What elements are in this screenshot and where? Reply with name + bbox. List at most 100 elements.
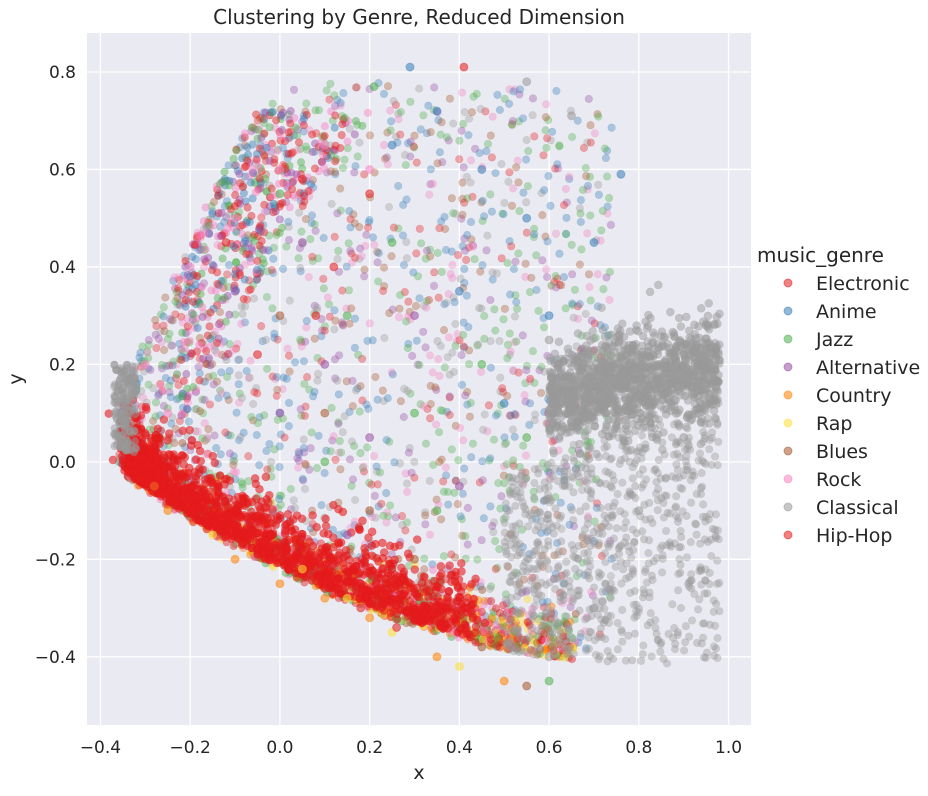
legend-marker-country <box>784 391 792 399</box>
point-rock-0 <box>141 360 149 368</box>
legend-marker-blues <box>784 447 792 455</box>
x-axis-label: x <box>413 762 424 784</box>
point-alternative-2 <box>321 360 329 368</box>
legend-marker-rap <box>784 419 792 427</box>
point-country-3 <box>321 594 329 602</box>
point-electronic-1 <box>222 239 230 247</box>
legend-label-anime: Anime <box>816 301 877 323</box>
point-hip-hop-7 <box>321 585 329 593</box>
y-tick-label: 0.4 <box>49 258 76 278</box>
point-jazz-9 <box>388 239 396 247</box>
legend-label-alternative: Alternative <box>816 357 920 379</box>
point-anime-7 <box>545 312 553 320</box>
point-classical-5 <box>635 507 643 515</box>
point-jazz-6 <box>545 677 553 685</box>
point-classical-8 <box>680 434 688 442</box>
legend-marker-electronic <box>784 279 792 287</box>
y-tick-label: 0.6 <box>49 160 76 180</box>
x-tick-label: 0.4 <box>446 738 473 758</box>
point-jazz-5 <box>523 434 531 442</box>
x-tick-label: 0.2 <box>356 738 383 758</box>
legend-label-country: Country <box>816 385 891 407</box>
legend-marker-anime <box>784 307 792 315</box>
point-jazz-3 <box>411 409 419 417</box>
point-anime-1 <box>433 107 441 115</box>
point-jazz-7 <box>321 458 329 466</box>
point-classical-0 <box>545 336 553 344</box>
point-anime-5 <box>617 170 625 178</box>
point-classical-11 <box>119 409 127 417</box>
point-classical-2 <box>680 351 688 359</box>
point-jazz-1 <box>276 190 284 198</box>
point-rock-4 <box>321 141 329 149</box>
point-jazz-4 <box>478 360 486 368</box>
point-alternative-1 <box>298 239 306 247</box>
point-electronic-4 <box>411 609 419 617</box>
point-country-1 <box>231 555 239 563</box>
point-country-2 <box>276 580 284 588</box>
legend-marker-rock <box>784 475 792 483</box>
point-hip-hop-0 <box>132 458 140 466</box>
point-rap-5 <box>455 663 463 671</box>
point-electronic-9 <box>312 312 320 320</box>
x-tick-label: −0.2 <box>170 738 211 758</box>
legend-label-rock: Rock <box>816 469 861 491</box>
point-rap-1 <box>209 531 217 539</box>
point-alternative-7 <box>276 409 284 417</box>
point-alternative-5 <box>455 482 463 490</box>
point-country-4 <box>366 614 374 622</box>
point-anime-0 <box>406 63 414 71</box>
x-tick-label: 0.6 <box>536 738 563 758</box>
legend-label-electronic: Electronic <box>816 273 910 295</box>
y-tick-label: 0.0 <box>49 453 76 473</box>
legend-marker-classical <box>784 503 792 511</box>
point-electronic-2 <box>298 175 306 183</box>
point-blues-4 <box>478 643 486 651</box>
point-blues-2 <box>366 507 374 515</box>
point-hip-hop-5 <box>254 546 262 554</box>
point-hip-hop-4 <box>222 531 230 539</box>
point-electronic-6 <box>460 63 468 71</box>
point-classical-3 <box>702 321 710 329</box>
point-blues-5 <box>523 682 531 690</box>
point-blues-3 <box>411 555 419 563</box>
legend-title: music_genre <box>757 243 884 267</box>
legend-marker-jazz <box>784 335 792 343</box>
point-country-6 <box>500 677 508 685</box>
point-jazz-8 <box>433 507 441 515</box>
point-classical-7 <box>545 653 553 661</box>
x-tick-label: 0.0 <box>266 738 293 758</box>
y-tick-label: 0.8 <box>49 63 76 83</box>
point-electronic-8 <box>357 580 365 588</box>
legend-marker-alternative <box>784 363 792 371</box>
point-hip-hop-2 <box>177 497 185 505</box>
x-tick-label: 0.8 <box>625 738 652 758</box>
point-rock-3 <box>276 166 284 174</box>
point-classical-10 <box>568 112 576 120</box>
chart-title: Clustering by Genre, Reduced Dimension <box>213 5 625 29</box>
legend-label-blues: Blues <box>816 441 868 463</box>
point-electronic-7 <box>254 351 262 359</box>
legend-label-classical: Classical <box>816 497 899 519</box>
y-tick-label: 0.2 <box>49 355 76 375</box>
legend-label-jazz: Jazz <box>815 329 853 351</box>
point-classical-1 <box>612 360 620 368</box>
point-rock-6 <box>164 409 172 417</box>
point-rap-3 <box>343 594 351 602</box>
point-electronic-3 <box>330 263 338 271</box>
point-electronic-5 <box>366 190 374 198</box>
point-anime-2 <box>478 166 486 174</box>
y-tick-label: −0.4 <box>35 648 76 668</box>
point-country-0 <box>164 507 172 515</box>
x-tick-label: −0.4 <box>80 738 121 758</box>
point-rock-1 <box>186 263 194 271</box>
point-hip-hop-1 <box>150 482 158 490</box>
point-anime-9 <box>500 399 508 407</box>
point-classical-4 <box>657 385 665 393</box>
point-hip-hop-9 <box>393 624 401 632</box>
y-axis-label: y <box>5 373 27 384</box>
point-classical-9 <box>523 78 531 86</box>
